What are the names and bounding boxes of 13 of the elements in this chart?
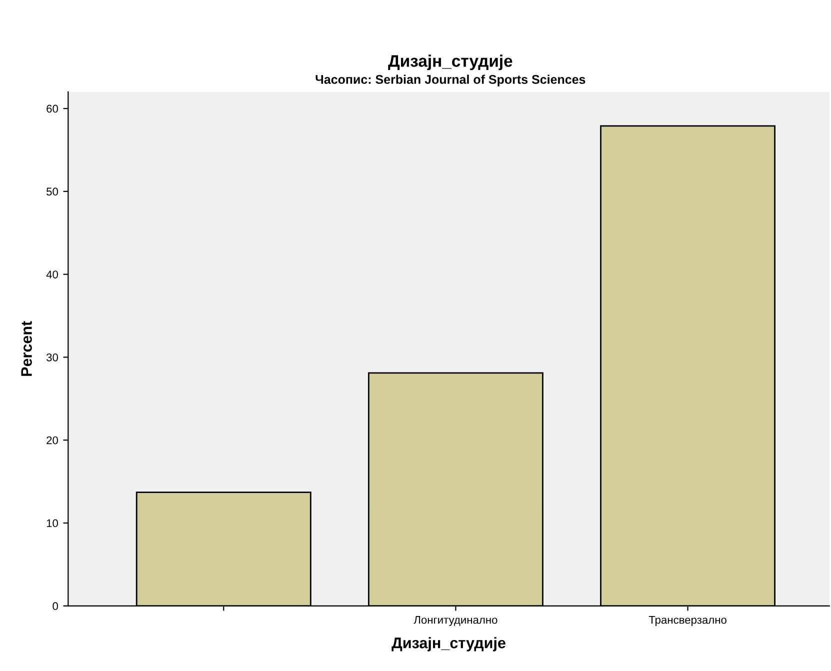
- y-axis-title: Percent: [21, 321, 32, 376]
- y-tick-label: 50: [46, 188, 58, 196]
- y-tick-label: 60: [46, 104, 58, 113]
- y-tick-label: 40: [46, 270, 58, 278]
- y-tick-label: 10: [46, 519, 58, 528]
- x-tick-label: Лонгитудинално: [414, 616, 498, 626]
- x-axis-title: Дизајн_студије: [392, 637, 506, 652]
- chart-subtitle: Часопис: Serbian Journal of Sports Sciences: [316, 74, 586, 86]
- y-tick-label: 0: [52, 602, 58, 610]
- y-tick-label: 30: [46, 353, 58, 362]
- x-tick-label: Трансверзално: [648, 616, 726, 626]
- y-tick-label: 20: [46, 436, 58, 444]
- chart-title: Дизајн_студије: [388, 54, 512, 70]
